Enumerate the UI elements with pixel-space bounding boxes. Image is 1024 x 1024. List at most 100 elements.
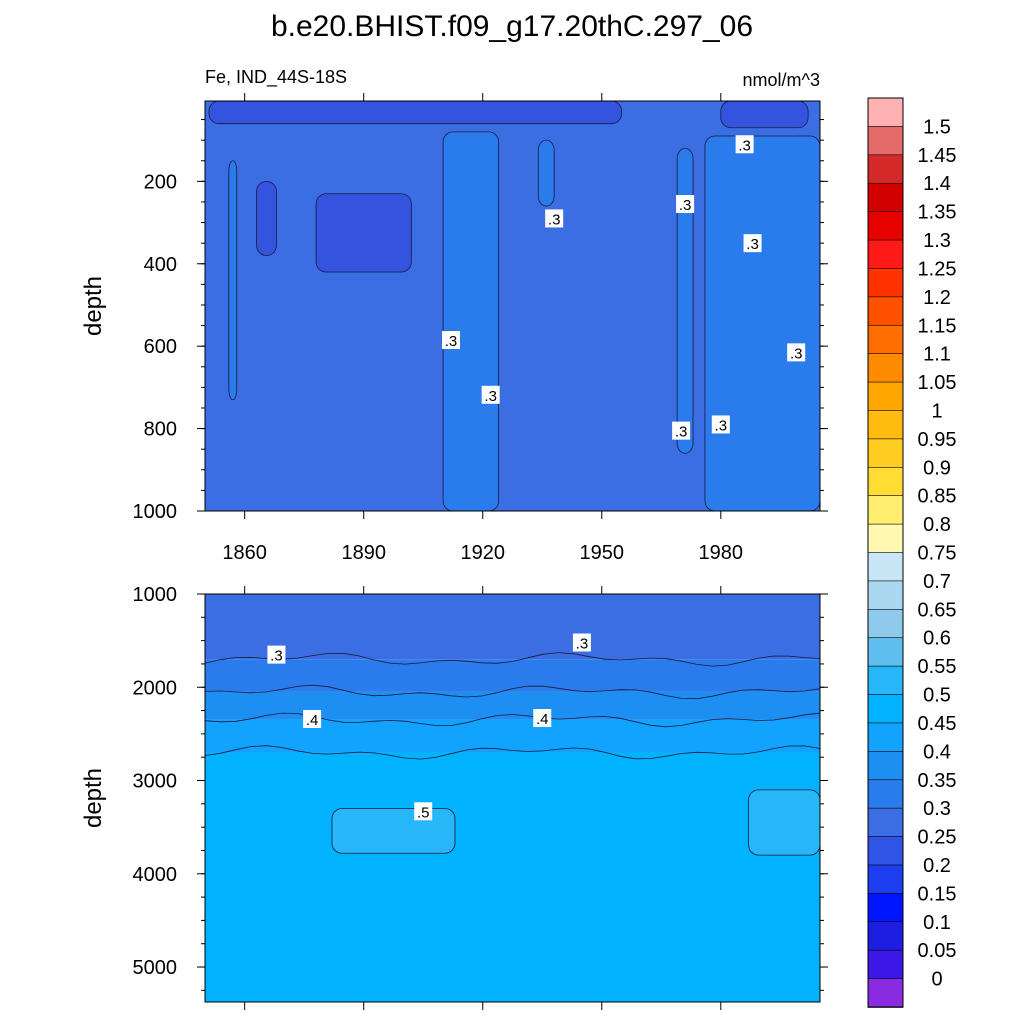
contour-label-bg: [676, 195, 695, 214]
colorbar-swatch: [867, 694, 904, 724]
colorbar-label: 0.35: [918, 770, 957, 792]
colorbar-label: 1.15: [918, 315, 957, 337]
units-label: nmol/m^3: [743, 70, 820, 90]
contour-label-bg: [787, 343, 806, 362]
contour-region: [720, 101, 809, 129]
colorbar-swatch: [867, 523, 904, 554]
contour-line: [205, 684, 820, 700]
contour-label-text: .3: [790, 345, 803, 362]
contour-band: [205, 691, 820, 720]
contour-label-bg: [414, 802, 433, 821]
colorbar-swatch: [867, 836, 904, 866]
contour-region: [748, 789, 820, 856]
x-tick-label: 1920: [460, 542, 505, 564]
contour-band: [205, 594, 820, 660]
colorbar-label: 0.25: [918, 827, 957, 849]
colorbar-label: 0.9: [923, 457, 951, 479]
contour-label-text: .3: [746, 236, 759, 253]
contour-label: .3: [267, 645, 286, 665]
colorbar-swatch: [867, 126, 904, 156]
contour-label: .3: [787, 343, 806, 362]
contour-label-text: .3: [576, 635, 589, 652]
y-tick-label: 600: [144, 336, 177, 358]
colorbar-swatch: [867, 324, 904, 355]
contour-label-bg: [442, 330, 460, 349]
upper-contour-fill: [205, 101, 820, 511]
colorbar-label: 0.55: [918, 656, 957, 678]
contour-label: .3: [442, 330, 460, 350]
y-tick-label: 2000: [133, 677, 178, 699]
colorbar-swatch: [867, 722, 904, 753]
contour-label-bg: [267, 645, 286, 664]
colorbar-label: 0: [931, 969, 942, 991]
y-tick-label: 5000: [133, 957, 178, 979]
figure-title: b.e20.BHIST.f09_g17.20thC.297_06: [271, 10, 753, 43]
contour-label: .3: [711, 415, 730, 434]
colorbar-label: 1.1: [923, 344, 951, 366]
contour-label-bg: [572, 633, 591, 652]
contour-band: [205, 719, 820, 753]
colorbar-label: 1.2: [923, 287, 951, 309]
contour-label-text: .3: [738, 137, 751, 154]
variable-region-label: Fe, IND_44S-18S: [205, 67, 347, 88]
contour-region: [704, 135, 820, 511]
contour-label: .3: [572, 633, 591, 652]
contour-label-text: .3: [484, 388, 497, 405]
colorbar-label: 1.5: [923, 116, 951, 138]
contour-label-text: .3: [270, 648, 283, 665]
colorbar-swatch: [867, 438, 904, 469]
contour-label-text: .4: [536, 711, 549, 728]
contour-label-bg: [545, 209, 564, 228]
colorbar-swatch: [867, 97, 904, 128]
colorbar-label: 0.65: [918, 599, 957, 621]
contour-label: .3: [676, 195, 695, 214]
colorbar-label: 1.3: [923, 230, 951, 252]
colorbar-label: 0.7: [923, 571, 951, 593]
colorbar-swatch: [867, 182, 904, 213]
contour-label-bg: [743, 234, 762, 253]
lower-plot-frame: [204, 593, 821, 1003]
contour-label-text: .3: [679, 197, 692, 214]
contour-label: .4: [303, 709, 322, 729]
contour-label-text: .3: [445, 333, 458, 350]
colorbar-swatch: [867, 893, 904, 923]
y-tick-label: 3000: [133, 771, 178, 793]
contour-region: [537, 139, 555, 207]
contour-band: [205, 659, 820, 692]
upper-contour-labels: .3 .3 .3 .3 .3 .3 .3 .3 .3: [442, 135, 806, 441]
contour-region: [315, 193, 412, 273]
contour-label-bg: [481, 385, 500, 404]
colorbar-swatch: [867, 921, 904, 951]
colorbar-swatch: [867, 807, 904, 838]
contour-region: [331, 808, 456, 854]
lower-contour-fill: [205, 594, 820, 1002]
x-tick-label: 1890: [341, 542, 386, 564]
contour-region: [676, 147, 694, 454]
colorbar-label: 0.4: [923, 741, 951, 763]
contour-band: [205, 752, 820, 1002]
lower-y-axis-label: depth: [80, 768, 107, 828]
contour-label-bg: [672, 421, 691, 440]
colorbar-label: 0.15: [918, 883, 957, 905]
contour-label-text: .4: [306, 712, 319, 729]
colorbar-label: 0.45: [918, 713, 957, 735]
contour-region: [256, 180, 277, 256]
contour-line: [205, 652, 820, 667]
contour-label-bg: [735, 135, 754, 154]
lower-panel: 1000 2000 3000 4000 5000 .3 .3 .4 .4 .5 depth: [80, 584, 828, 1010]
colorbar-label: 0.95: [918, 429, 957, 451]
colorbar-swatch: [867, 410, 904, 440]
y-tick-label: 400: [144, 254, 177, 276]
contour-label: .3: [481, 385, 500, 405]
contour-region: [208, 101, 623, 125]
upper-axis-ticks: 1860 1890 1920 1950 1980 200 400 600 800 1000: [133, 93, 828, 564]
colorbar-swatch: [867, 665, 904, 696]
contour-label: .3: [545, 209, 564, 228]
colorbar-label: 0.5: [923, 685, 951, 707]
colorbar-swatch: [867, 779, 904, 809]
contour-region: [442, 131, 500, 511]
colorbar-swatch: [867, 978, 904, 1008]
contour-label: .3: [735, 135, 754, 154]
colorbar-label: 0.75: [918, 543, 957, 565]
